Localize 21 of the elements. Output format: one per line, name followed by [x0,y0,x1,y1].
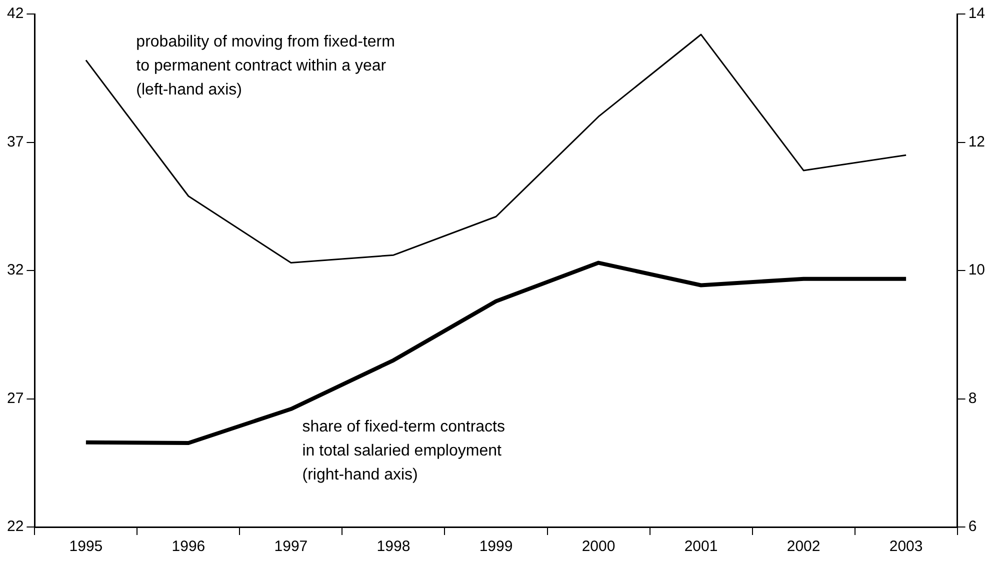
x-tick-label: 2003 [889,538,923,556]
y-tick-label: 42 [6,5,24,22]
y-tick-label: 27 [6,390,24,407]
x-tick-label: 1996 [172,538,206,556]
y2-tick-label: 10 [968,262,986,279]
y-tick-label: 32 [6,262,24,279]
x-tick-label: 1999 [479,538,513,556]
x-tick-label: 2002 [786,538,820,556]
y2-tick-label: 12 [968,133,986,150]
x-tick-label: 2001 [684,538,718,556]
x-tick-label: 1997 [274,538,308,556]
series-label: probability of moving from fixed-term to permanent contract within a year (left-hand axis) [136,33,395,98]
x-tick-label: 1995 [69,538,103,556]
y-tick-label: 22 [6,518,24,536]
x-tick-label: 2000 [582,538,616,556]
series-label: share of fixed-term contracts in total salaried employment (right-hand axis) [302,418,505,484]
y2-tick-label: 14 [968,5,986,22]
y2-tick-label: 8 [968,390,977,407]
x-tick-label: 1998 [376,538,410,556]
y-tick-label: 37 [6,133,24,150]
y2-tick-label: 6 [968,518,977,536]
